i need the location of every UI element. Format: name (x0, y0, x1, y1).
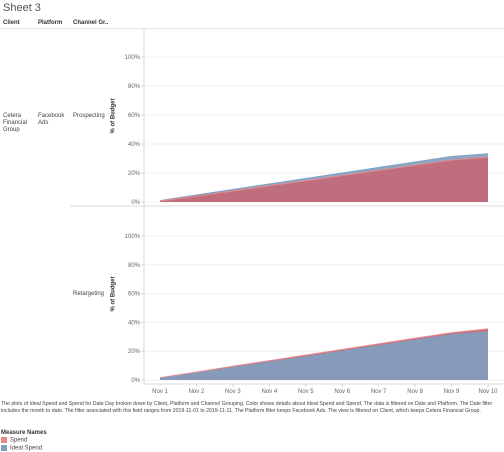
legend-item-spend[interactable]: Spend (1, 437, 27, 444)
x-tick-label: Nov 4 (261, 389, 277, 395)
line-spend-retargeting (159, 328, 489, 379)
legend-label-ideal-spend: Ideal Spend (10, 445, 43, 452)
y-tick-label: 40% (128, 142, 141, 148)
chart-caption: The plots of Ideal Spend and Spend for D… (1, 401, 493, 414)
x-tick-label: Nov 7 (371, 389, 387, 395)
x-tick-label: Nov 1 (152, 389, 168, 395)
row-label-prospecting: Prospecting (73, 113, 105, 119)
y-tick-label: 80% (128, 84, 141, 90)
line-ideal-spend-prospecting (159, 153, 489, 202)
x-tick-label: Nov 2 (189, 389, 205, 395)
row-label-platform: Facebook Ads (38, 113, 65, 126)
row-label-retargeting: Retargeting (73, 291, 105, 297)
line-spend-prospecting (159, 156, 489, 202)
area-chart: 0% 20% 40% 60% 80% 100% 0% 20% 40% 60% 80% 100% Nov … (70, 29, 504, 395)
x-tick-label: Nov 5 (298, 389, 314, 395)
y-tick-label: 20% (128, 349, 141, 355)
header-client[interactable]: Client (3, 20, 20, 26)
y-tick-label: 100% (125, 55, 141, 61)
legend-title: Measure Names (1, 430, 47, 436)
legend-item-ideal-spend[interactable]: Ideal Spend (1, 445, 42, 452)
y-tick-label: 60% (128, 292, 141, 298)
x-tick-label: Nov 3 (225, 389, 241, 395)
header-divider (0, 28, 504, 29)
header-platform[interactable]: Platform (38, 20, 63, 26)
legend-label-spend: Spend (10, 437, 28, 444)
sheet-title: Sheet 3 (3, 2, 41, 14)
legend-swatch-ideal-spend (1, 445, 7, 451)
y-tick-label: 0% (131, 200, 140, 206)
area-spend-prospecting (160, 157, 488, 202)
line-ideal-spend-retargeting (159, 331, 489, 380)
y-tick-label: 60% (128, 113, 141, 119)
y-tick-label: 40% (128, 320, 141, 326)
y-tick-label: 80% (128, 263, 141, 269)
y-tick-label: 0% (131, 378, 140, 384)
y-tick-label: 20% (128, 171, 141, 177)
x-tick-label: Nov 6 (334, 389, 350, 395)
x-tick-label: Nov 8 (407, 389, 423, 395)
y-tick-label: 100% (125, 234, 141, 240)
area-ideal-spend-retargeting (160, 332, 488, 380)
legend-swatch-spend (1, 437, 7, 443)
x-tick-label: Nov 9 (444, 389, 460, 395)
x-tick-label: Nov 10 (478, 389, 498, 395)
row-label-client: Cetera Financial Group (3, 113, 28, 133)
header-channel-grouping[interactable]: Channel Gr.. (73, 20, 109, 26)
